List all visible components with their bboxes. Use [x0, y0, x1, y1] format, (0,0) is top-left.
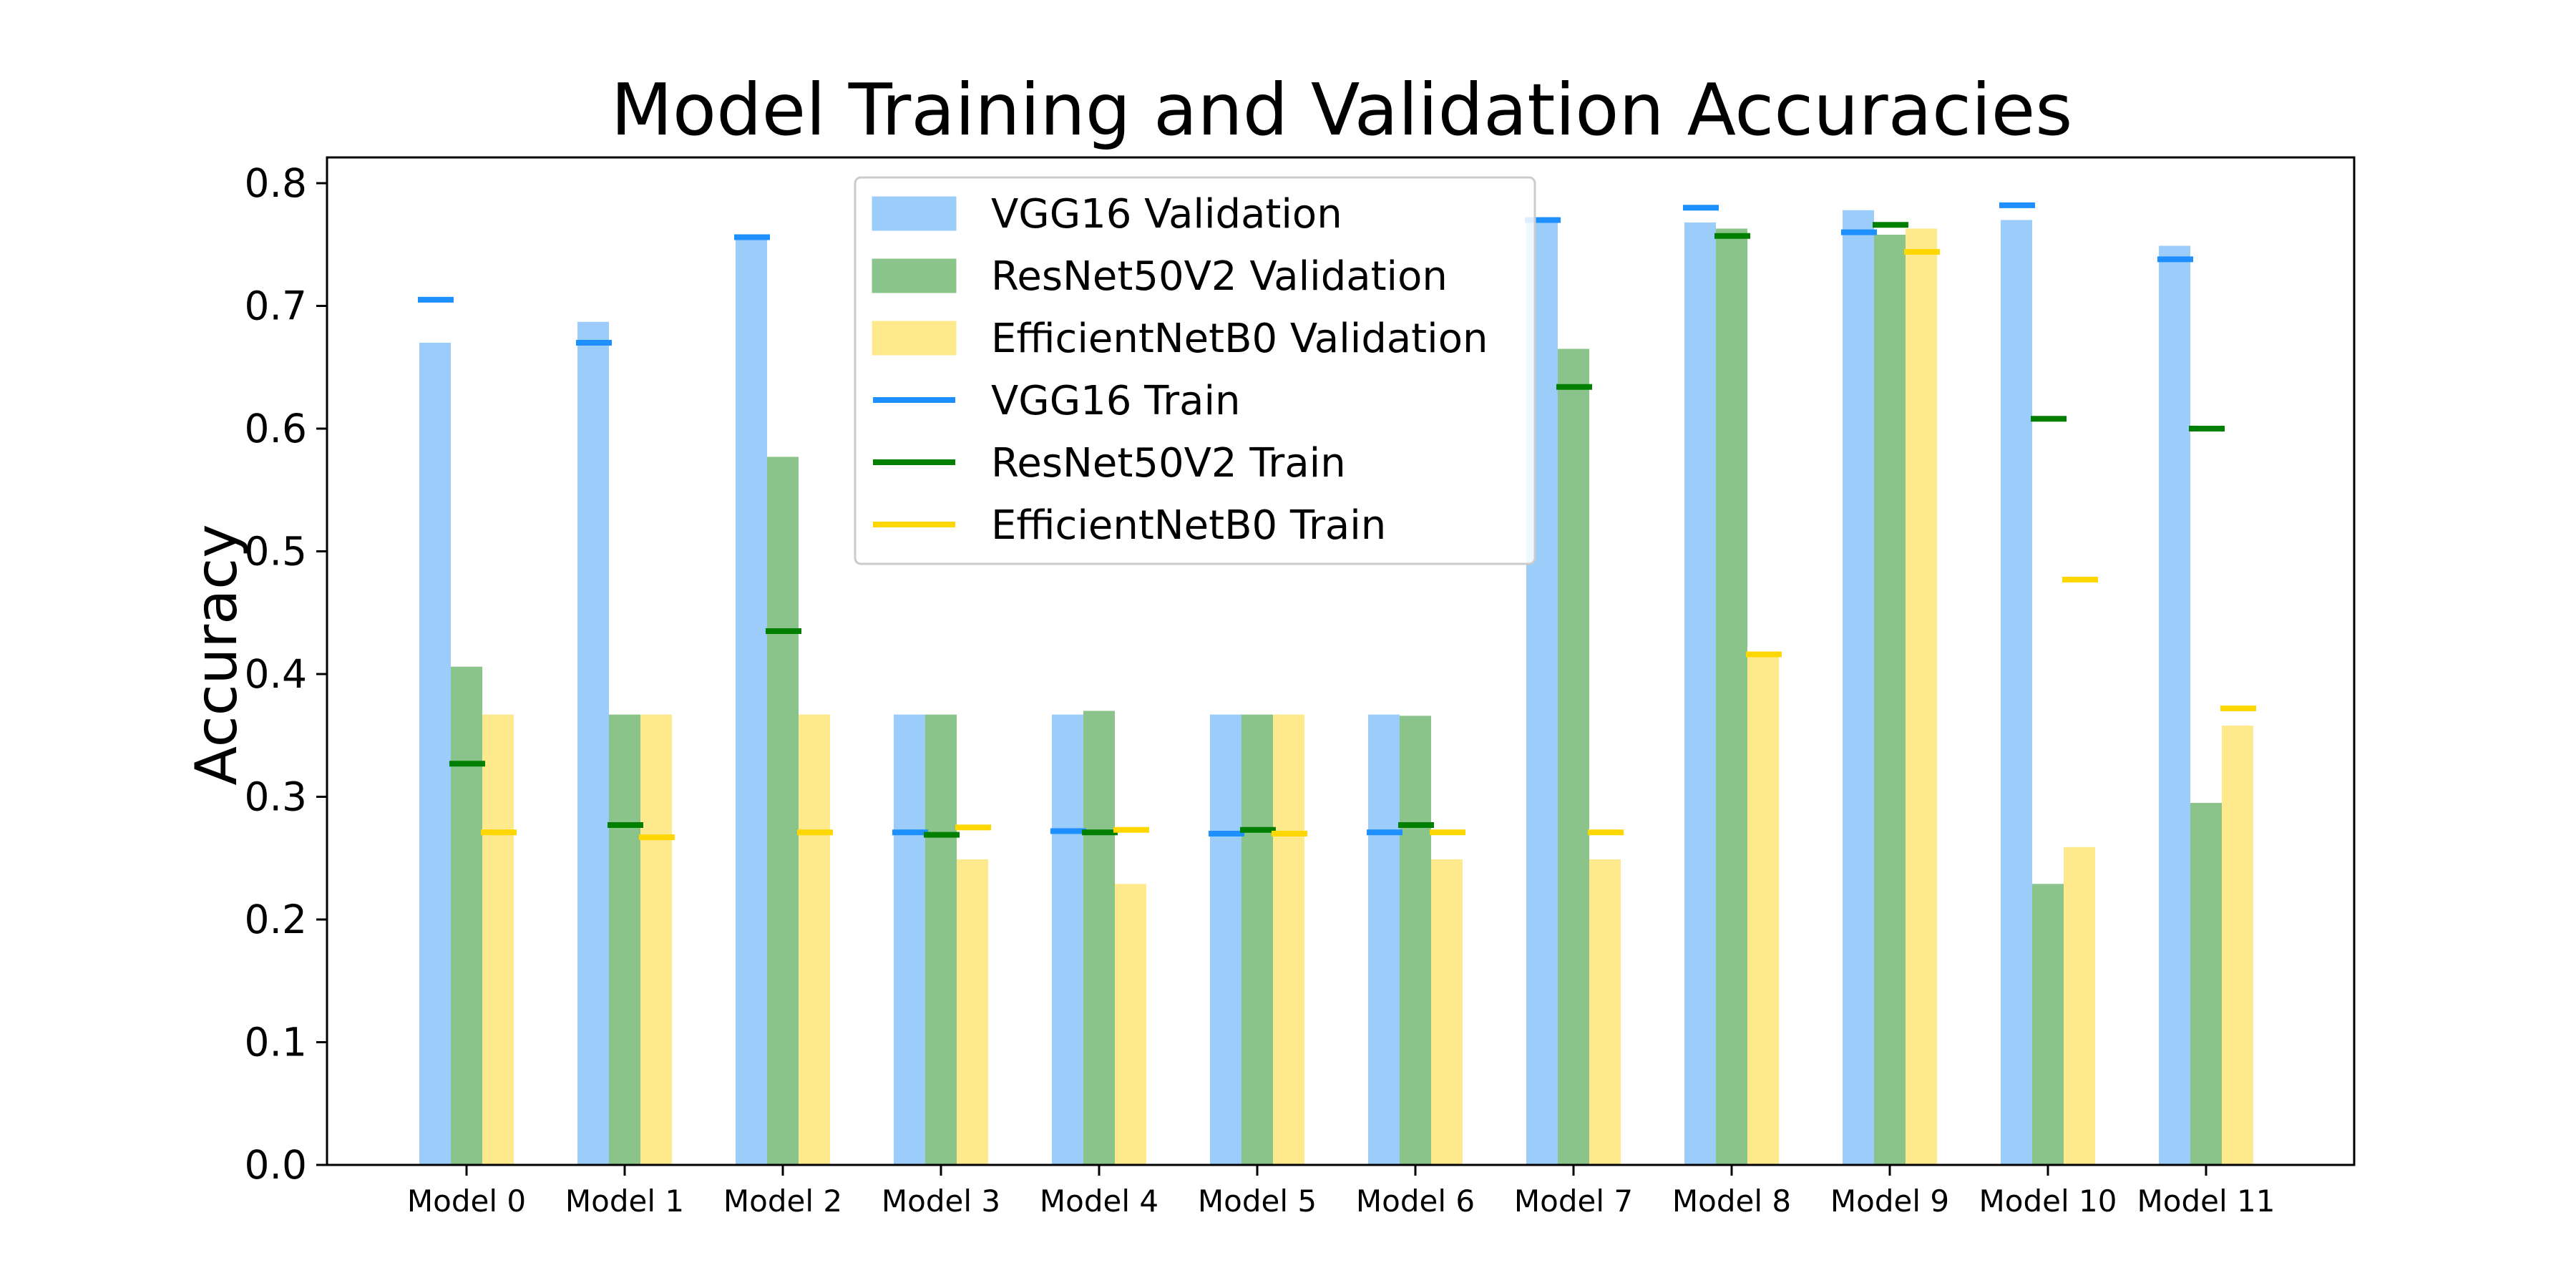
bar-efficientnetb0-validation-model-7 [1589, 859, 1621, 1165]
bar-vgg16-validation-model-9 [1843, 210, 1874, 1166]
y-tick-label: 0.2 [245, 897, 307, 942]
bar-resnet50v2-validation-model-4 [1083, 711, 1115, 1165]
legend-label: VGG16 Validation [991, 191, 1342, 238]
x-tick-label: Model 6 [1356, 1184, 1475, 1219]
bar-efficientnetb0-validation-model-10 [2064, 847, 2095, 1165]
y-tick-label: 0.6 [245, 406, 307, 452]
y-axis-label: Accuracy [183, 524, 250, 785]
bar-efficientnetb0-validation-model-11 [2222, 726, 2253, 1165]
bar-resnet50v2-validation-model-3 [925, 714, 957, 1165]
bar-efficientnetb0-validation-model-2 [799, 714, 830, 1165]
bar-efficientnetb0-validation-model-5 [1273, 714, 1304, 1165]
y-tick-label: 0.3 [245, 774, 307, 820]
y-tick-label: 0.1 [245, 1020, 307, 1065]
legend: VGG16 Validation ResNet50V2 Validation Eff… [854, 176, 1536, 565]
bar-resnet50v2-validation-model-9 [1874, 235, 1906, 1165]
x-tick-label: Model 11 [2137, 1184, 2275, 1219]
bar-resnet50v2-validation-model-2 [767, 457, 799, 1165]
bar-vgg16-validation-model-6 [1368, 714, 1400, 1165]
bar-efficientnetb0-validation-model-4 [1115, 884, 1146, 1165]
x-tick-label: Model 7 [1514, 1184, 1633, 1219]
bar-resnet50v2-validation-model-0 [451, 666, 482, 1165]
bar-vgg16-validation-model-1 [577, 321, 609, 1165]
bar-vgg16-validation-model-5 [1210, 714, 1241, 1165]
x-tick-label: Model 5 [1198, 1184, 1317, 1219]
y-tick-label: 0.7 [245, 283, 307, 329]
y-tick-label: 0.8 [245, 160, 307, 206]
legend-swatch [872, 258, 957, 293]
bar-resnet50v2-validation-model-1 [609, 714, 640, 1165]
bar-efficientnetb0-validation-model-3 [957, 859, 988, 1165]
bar-vgg16-validation-model-4 [1052, 714, 1083, 1165]
bar-vgg16-validation-model-3 [894, 714, 925, 1165]
legend-label: ResNet50V2 Validation [991, 253, 1448, 300]
bar-resnet50v2-validation-model-6 [1400, 716, 1431, 1165]
x-tick-label: Model 9 [1830, 1184, 1949, 1219]
bar-vgg16-validation-model-8 [1684, 222, 1716, 1165]
bar-efficientnetb0-validation-model-1 [640, 714, 672, 1165]
legend-swatch [872, 196, 957, 231]
legend-box [854, 176, 1536, 565]
x-tick-label: Model 3 [882, 1184, 1000, 1219]
y-tick-label: 0.5 [245, 529, 307, 575]
bar-efficientnetb0-validation-model-8 [1747, 652, 1779, 1165]
plot-area: 0.0 0.1 0.2 0.3 0.4 0.5 0.6 0.7 0.8 Model 0 Model … [245, 160, 2275, 1219]
chart-title: Model Training and Validation Accuracies [611, 68, 2073, 152]
bar-vgg16-validation-model-10 [2001, 220, 2032, 1166]
bar-vgg16-validation-model-11 [2159, 245, 2190, 1166]
x-tick-label: Model 1 [565, 1184, 684, 1219]
bar-vgg16-validation-model-0 [419, 342, 451, 1166]
bar-resnet50v2-validation-model-11 [2190, 803, 2222, 1165]
bar-efficientnetb0-validation-model-0 [482, 714, 514, 1165]
x-tick-label: Model 0 [407, 1184, 526, 1219]
bar-resnet50v2-validation-model-7 [1558, 348, 1589, 1165]
x-tick-label: Model 2 [723, 1184, 842, 1219]
legend-label: EfficientNetB0 Train [991, 502, 1386, 549]
bar-resnet50v2-validation-model-5 [1241, 714, 1273, 1165]
legend-label: EfficientNetB0 Validation [991, 316, 1488, 362]
x-tick-label: Model 8 [1672, 1184, 1791, 1219]
legend-swatch [872, 321, 957, 356]
x-tick-label: Model 4 [1040, 1184, 1158, 1219]
legend-label: VGG16 Train [991, 378, 1241, 424]
y-tick-label: 0.4 [245, 651, 307, 697]
legend-label: ResNet50V2 Train [991, 440, 1346, 487]
bar-resnet50v2-validation-model-10 [2032, 884, 2064, 1165]
bar-efficientnetb0-validation-model-9 [1906, 228, 1937, 1166]
y-tick-label: 0.0 [245, 1142, 307, 1188]
bar-vgg16-validation-model-2 [736, 237, 767, 1166]
x-tick-label: Model 10 [1979, 1184, 2117, 1219]
plot-frame [326, 156, 2356, 1166]
bar-resnet50v2-validation-model-8 [1716, 228, 1747, 1166]
bar-efficientnetb0-validation-model-6 [1431, 859, 1463, 1165]
